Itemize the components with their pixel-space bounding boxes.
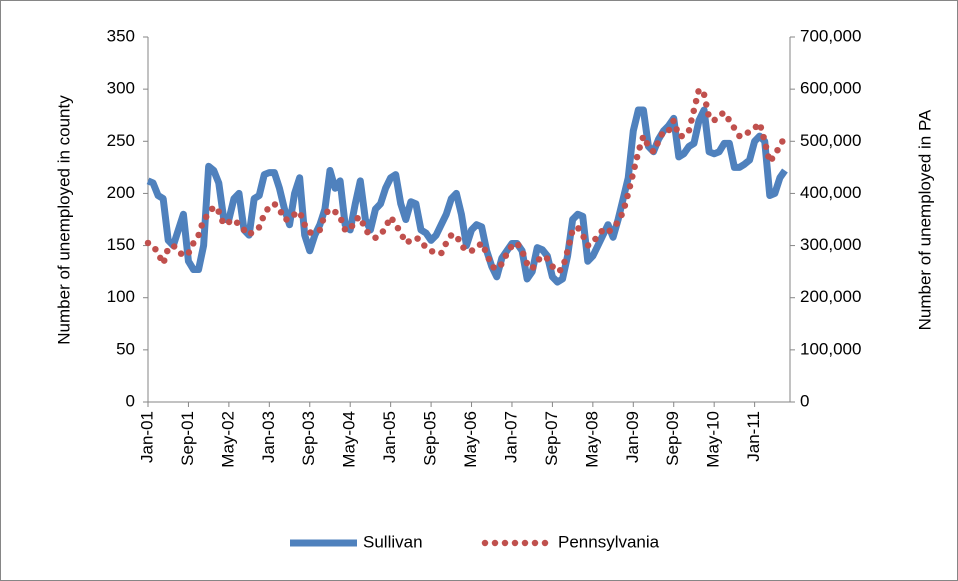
x-tick-label: Sep-07 — [542, 411, 561, 466]
x-tick-label: Jan-03 — [259, 411, 278, 463]
y2-tick-label: 500,000 — [800, 131, 861, 150]
x-tick-label: Jan-05 — [380, 411, 399, 463]
x-tick-label: Sep-09 — [663, 411, 682, 466]
series-line — [144, 82, 789, 276]
y2-tick-label: 100,000 — [800, 339, 861, 358]
y2-tick-label: 700,000 — [800, 26, 861, 45]
x-tick-label: May-04 — [340, 411, 359, 468]
y-tick-label: 100 — [107, 287, 135, 306]
x-tick-label: Jan-09 — [623, 411, 642, 463]
y-tick-label: 0 — [126, 391, 135, 410]
y-tick-label: 250 — [107, 131, 135, 150]
x-tick-label: May-06 — [461, 411, 480, 468]
x-tick-label: Sep-05 — [421, 411, 440, 466]
y-tick-label: 300 — [107, 79, 135, 98]
legend-label: Pennsylvania — [558, 532, 660, 551]
x-tick-label: Jan-11 — [744, 411, 763, 462]
x-tick-label: Jan-07 — [501, 411, 520, 463]
y-tick-label: 200 — [107, 183, 135, 202]
y2-tick-label: 400,000 — [800, 183, 861, 202]
series-line — [146, 106, 788, 286]
x-tick-label: Sep-01 — [178, 411, 197, 466]
x-tick-label: May-10 — [704, 411, 723, 468]
x-tick-label: Jan-01 — [137, 411, 156, 463]
y-tick-label: 150 — [107, 235, 135, 254]
y2-tick-label: 600,000 — [800, 79, 861, 98]
y-tick-label: 50 — [116, 339, 135, 358]
x-tick-label: May-02 — [218, 411, 237, 468]
x-tick-label: Sep-03 — [299, 411, 318, 466]
y-axis-title: Number of unemployed in county — [54, 95, 73, 345]
y2-tick-label: 300,000 — [800, 235, 861, 254]
y-tick-label: 350 — [107, 26, 135, 45]
x-tick-label: May-08 — [582, 411, 601, 468]
y2-axis-title: Number of unemployed in PA — [915, 109, 934, 330]
y2-tick-label: 0 — [800, 391, 809, 410]
y2-tick-label: 200,000 — [800, 287, 861, 306]
legend-label: Sullivan — [363, 532, 423, 551]
